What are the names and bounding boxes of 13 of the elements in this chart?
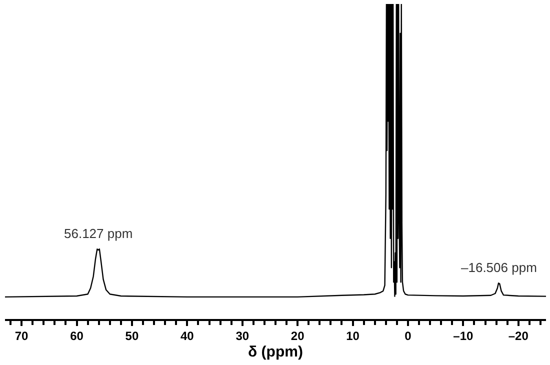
x-tick-label: 40 (180, 329, 194, 344)
x-tick-label: 60 (70, 329, 84, 344)
x-tick-label: 70 (14, 329, 29, 344)
annotation: –16.506 ppm (461, 260, 537, 275)
x-tick-label: –10 (453, 329, 474, 344)
x-tick-label: 10 (346, 329, 360, 344)
x-tick-label: 20 (290, 329, 305, 344)
x-axis-title: δ (ppm) (248, 344, 303, 361)
annotation: 56.127 ppm (64, 226, 133, 241)
x-tick-label: –20 (508, 329, 529, 344)
x-tick-label: 50 (125, 329, 139, 344)
x-tick-label: 30 (236, 329, 250, 344)
x-tick-label: 0 (404, 329, 412, 344)
